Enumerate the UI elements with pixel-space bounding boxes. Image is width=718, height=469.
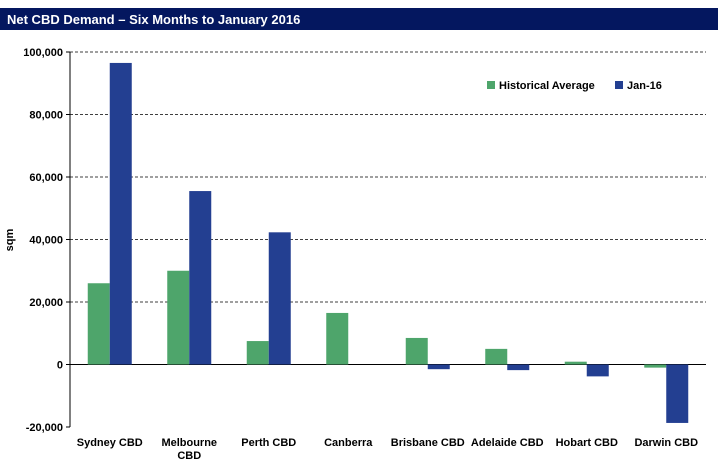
category-label: Sydney CBD bbox=[77, 437, 143, 449]
legend-swatch-jan-16 bbox=[615, 81, 623, 89]
category-label: Canberra bbox=[324, 437, 373, 449]
legend-label-jan-16: Jan-16 bbox=[627, 80, 662, 92]
bar-historical-average bbox=[87, 283, 110, 365]
y-tick-label: 40,000 bbox=[29, 235, 63, 247]
bar-jan-16 bbox=[189, 191, 212, 365]
bar-jan-16 bbox=[666, 364, 689, 423]
y-tick-label: 0 bbox=[57, 360, 63, 372]
bar-historical-average bbox=[246, 341, 269, 365]
category-label: Adelaide CBD bbox=[471, 437, 544, 449]
y-tick-label: 80,000 bbox=[29, 110, 63, 122]
bar-historical-average bbox=[405, 337, 428, 365]
bar-jan-16 bbox=[586, 364, 609, 377]
bar-historical-average bbox=[564, 361, 587, 365]
category-label: Hobart CBD bbox=[556, 437, 618, 449]
bar-jan-16 bbox=[507, 364, 530, 371]
chart-title: Net CBD Demand – Six Months to January 2… bbox=[7, 12, 300, 27]
category-label: Perth CBD bbox=[241, 437, 296, 449]
bar-jan-16 bbox=[109, 62, 132, 365]
category-label: Darwin CBD bbox=[634, 437, 698, 449]
bar-historical-average bbox=[167, 270, 190, 365]
bars bbox=[87, 62, 689, 423]
legend-label-historical-average: Historical Average bbox=[499, 80, 595, 92]
bar-historical-average bbox=[326, 312, 349, 365]
y-tick-label: 20,000 bbox=[29, 297, 63, 309]
legend: Historical Average Jan-16 bbox=[487, 80, 662, 92]
bar-jan-16 bbox=[268, 232, 291, 365]
gridlines bbox=[70, 51, 706, 303]
y-axis-label: sqm bbox=[4, 228, 16, 251]
bar-jan-16 bbox=[427, 364, 450, 370]
y-tick-label: 60,000 bbox=[29, 172, 63, 184]
bar-historical-average bbox=[485, 348, 508, 365]
bar-historical-average bbox=[644, 364, 667, 368]
y-tick-label: 100,000 bbox=[23, 47, 63, 59]
category-label: Melbourne bbox=[161, 437, 217, 449]
y-tick-label: -20,000 bbox=[26, 422, 63, 434]
legend-swatch-historical-average bbox=[487, 81, 495, 89]
title-bar bbox=[0, 8, 718, 30]
category-label: CBD bbox=[177, 450, 201, 462]
category-label: Brisbane CBD bbox=[391, 437, 465, 449]
y-tick-labels: -20,000 0 20,000 40,000 60,000 80,000 100,000 bbox=[23, 47, 63, 434]
